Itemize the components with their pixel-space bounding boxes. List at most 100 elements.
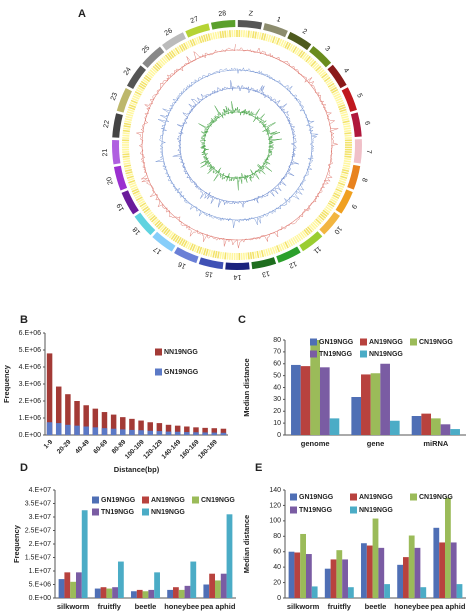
bar	[431, 418, 441, 435]
snp-band	[344, 153, 352, 156]
bar	[74, 425, 80, 435]
legend-label: GN19NGG	[164, 369, 199, 376]
snp-band	[214, 31, 218, 40]
bar	[138, 430, 144, 435]
snp-band	[123, 125, 131, 128]
chromosome-label: 27	[190, 16, 200, 25]
x-tick-label: 80-89	[111, 438, 128, 455]
snp-band	[135, 196, 143, 202]
bar	[110, 428, 117, 435]
snp-band	[344, 132, 352, 135]
snp-band	[344, 155, 352, 158]
snp-band	[129, 184, 137, 189]
y-tick-label: 80	[273, 337, 281, 344]
bar	[421, 413, 432, 435]
bar	[83, 405, 89, 435]
bar	[75, 572, 82, 598]
bar	[83, 426, 89, 435]
bar	[184, 432, 190, 435]
bar	[319, 367, 330, 435]
snp-band	[290, 45, 296, 52]
legend-swatch	[350, 493, 357, 501]
chromosome	[134, 212, 156, 236]
snp-band	[125, 115, 133, 119]
y-tick-label: 80	[273, 533, 281, 540]
snp-band	[142, 78, 149, 85]
snp-band	[336, 186, 344, 191]
bar	[397, 564, 404, 598]
x-tick-label: beetle	[135, 602, 157, 611]
snp-band	[323, 207, 331, 214]
legend-swatch	[142, 496, 149, 504]
snp-band	[322, 74, 330, 81]
bar	[129, 429, 135, 435]
bar	[120, 429, 126, 435]
bar	[94, 588, 101, 598]
legend-swatch	[410, 338, 417, 346]
snp-band	[154, 219, 161, 227]
snp-band	[176, 46, 182, 54]
snp-band	[191, 38, 196, 46]
y-tick-label: 140	[269, 487, 281, 494]
snp-band	[207, 249, 211, 257]
bar	[117, 561, 124, 598]
snp-band	[164, 54, 171, 61]
snp-band	[292, 236, 298, 244]
bar	[439, 542, 446, 598]
x-tick-label: pea aphid	[430, 602, 465, 611]
snp-band	[321, 72, 328, 79]
bar	[420, 587, 427, 598]
snp-band	[267, 34, 272, 42]
snp-band	[328, 84, 336, 90]
x-tick-label: miRNA	[423, 439, 449, 448]
chromosome	[335, 189, 353, 214]
y-tick-label: 6.E+06	[19, 330, 41, 337]
snp-band	[159, 224, 166, 231]
snp-band	[340, 173, 348, 177]
snp-band	[161, 226, 168, 233]
bar	[380, 363, 390, 435]
bar	[450, 429, 460, 435]
snp-band	[127, 177, 135, 182]
snp-band	[131, 188, 139, 193]
snp-band	[183, 240, 188, 248]
chromosome	[327, 64, 347, 89]
y-tick-label: 0	[277, 432, 281, 439]
legend-swatch	[410, 493, 417, 501]
snp-band	[334, 95, 342, 100]
snp-band	[123, 164, 132, 168]
bar	[70, 581, 76, 598]
bar	[440, 424, 451, 435]
snp-band	[149, 214, 156, 221]
snp-band	[344, 129, 352, 133]
snp-band	[337, 104, 346, 109]
chromosome	[347, 164, 361, 190]
chromosome-label: 1	[276, 16, 282, 24]
chromosome	[225, 262, 250, 270]
panel-label: A	[78, 8, 86, 20]
snp-band	[271, 36, 276, 44]
bar	[211, 432, 218, 435]
y-tick-label: 4.E+07	[29, 487, 51, 494]
snp-band	[260, 249, 265, 258]
bar	[142, 591, 149, 598]
snp-band	[140, 80, 148, 86]
snp-band	[296, 234, 302, 242]
snp-band	[123, 162, 131, 165]
snp-band	[217, 251, 220, 259]
y-tick-label: 2.E+06	[19, 398, 41, 405]
legend-swatch	[92, 496, 99, 504]
snp-band	[168, 51, 175, 59]
snp-band	[305, 55, 311, 63]
snp-band	[154, 63, 161, 71]
track-line	[172, 80, 299, 208]
chromosome-label: 19	[116, 202, 126, 212]
panel-label: B	[20, 314, 28, 326]
snp-band	[123, 122, 132, 126]
snp-band	[146, 211, 153, 218]
x-tick-label: honeybee	[164, 602, 199, 611]
snp-band	[301, 52, 308, 60]
bar	[403, 557, 409, 598]
snp-band	[245, 30, 248, 38]
snp-band	[276, 245, 281, 253]
